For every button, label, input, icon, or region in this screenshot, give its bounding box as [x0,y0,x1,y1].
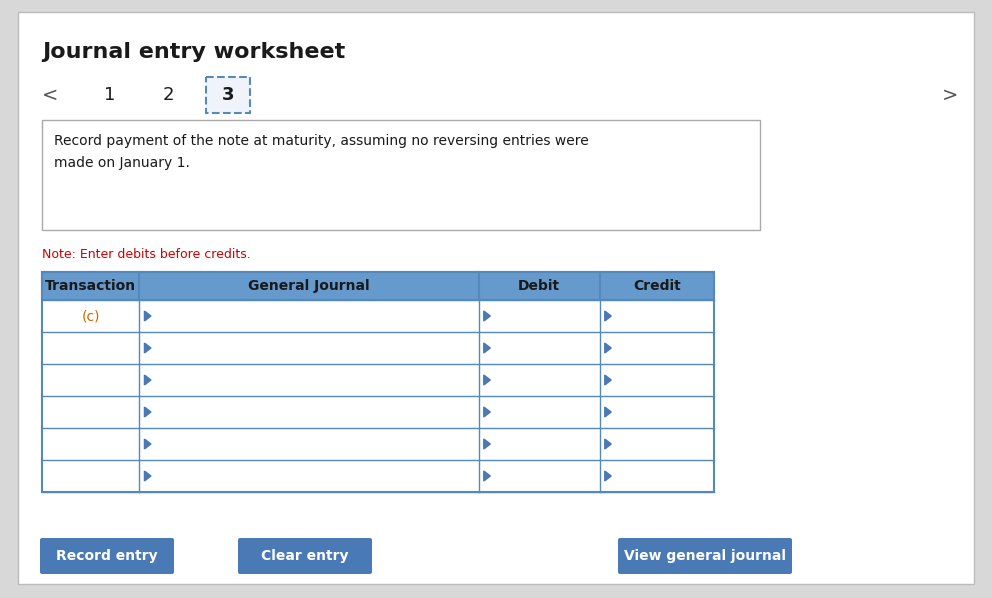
Bar [206,77,250,113]
Text: Clear entry: Clear entry [261,549,349,563]
Polygon shape [484,343,490,353]
Polygon shape [145,439,151,449]
FancyBboxPatch shape [618,538,792,574]
Bar [42,300,714,332]
Bar [42,272,714,300]
Polygon shape [605,471,611,481]
Polygon shape [484,311,490,321]
Bar [42,428,714,460]
Text: Transaction: Transaction [46,279,136,293]
FancyBboxPatch shape [238,538,372,574]
Text: made on January 1.: made on January 1. [54,156,189,170]
Bar [42,332,714,364]
Polygon shape [145,311,151,321]
Polygon shape [145,407,151,417]
Text: Note: Enter debits before credits.: Note: Enter debits before credits. [42,248,251,261]
Polygon shape [484,439,490,449]
Bar [42,364,714,396]
Polygon shape [145,375,151,385]
Text: Debit: Debit [518,279,560,293]
Text: Journal entry worksheet: Journal entry worksheet [42,42,345,62]
Text: General Journal: General Journal [248,279,370,293]
Text: (c): (c) [81,309,100,323]
Polygon shape [484,471,490,481]
Bar [42,460,714,492]
Bar [42,120,760,230]
FancyBboxPatch shape [40,538,174,574]
Text: 2: 2 [163,86,174,104]
Polygon shape [145,343,151,353]
Polygon shape [605,343,611,353]
Polygon shape [605,375,611,385]
Text: <: < [42,86,59,105]
Text: View general journal: View general journal [624,549,786,563]
Polygon shape [145,471,151,481]
Bar [42,396,714,428]
Polygon shape [605,407,611,417]
Bar [42,272,714,492]
Text: Record entry: Record entry [57,549,158,563]
Polygon shape [605,439,611,449]
Text: Record payment of the note at maturity, assuming no reversing entries were: Record payment of the note at maturity, … [54,134,588,148]
Text: Credit: Credit [633,279,681,293]
Polygon shape [484,375,490,385]
Text: >: > [941,86,958,105]
Polygon shape [484,407,490,417]
Text: 3: 3 [222,86,234,104]
Text: 1: 1 [104,86,116,104]
Polygon shape [605,311,611,321]
